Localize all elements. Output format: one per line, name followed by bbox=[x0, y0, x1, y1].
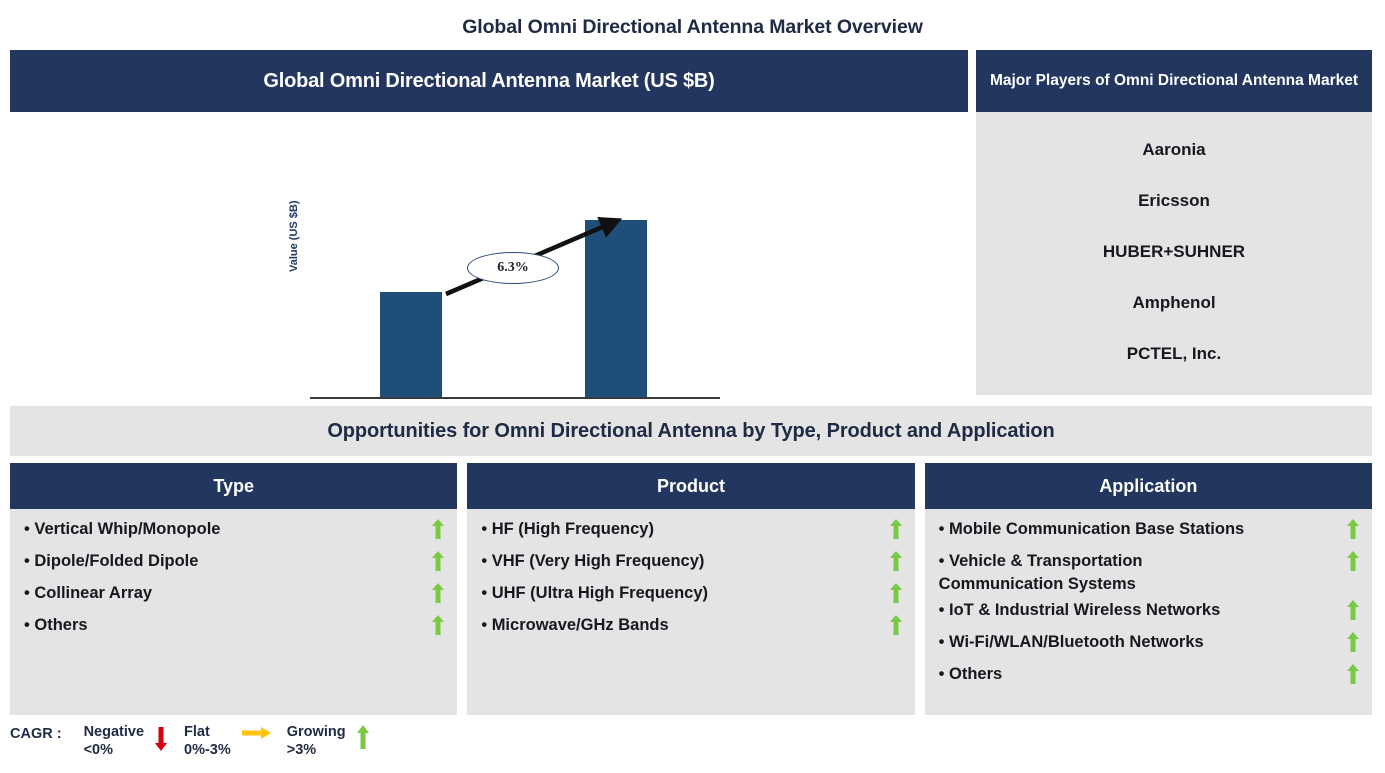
list-item: HUBER+SUHNER bbox=[1102, 241, 1246, 261]
list-item: • UHF (Ultra High Frequency) bbox=[481, 579, 904, 611]
arrow-up-icon bbox=[1346, 551, 1359, 571]
bar-2025 bbox=[380, 292, 442, 397]
arrow-up-icon bbox=[889, 519, 902, 539]
arrow-up-icon bbox=[432, 615, 445, 635]
list-item-label: • Others bbox=[24, 616, 88, 634]
legend-entry-name: Flat bbox=[184, 724, 210, 740]
arrow-up-icon bbox=[432, 583, 445, 603]
list-item-label: • IoT & Industrial Wireless Networks bbox=[938, 601, 1221, 619]
opportunities-columns: Type • Vertical Whip/Monopole • Dipole/F… bbox=[10, 463, 1372, 715]
chart-plot-area: Value (US $B) 6.3% 2025 2031 Source : Lu… bbox=[10, 112, 968, 454]
arrow-right-icon bbox=[241, 727, 271, 739]
legend-entry-name: Negative bbox=[83, 724, 145, 740]
arrow-up-icon bbox=[889, 583, 902, 603]
cagr-value: 6.3% bbox=[497, 260, 529, 275]
major-players-list: Aaronia Ericsson HUBER+SUHNER Amphenol P… bbox=[976, 112, 1372, 395]
column-body: • Mobile Communication Base Stations • V… bbox=[924, 509, 1372, 715]
legend-entry-range: <0% bbox=[83, 742, 113, 758]
column-body: • HF (High Frequency) • VHF (Very High F… bbox=[467, 509, 915, 715]
list-item: • Others bbox=[939, 660, 1362, 692]
list-item: • Mobile Communication Base Stations bbox=[939, 515, 1362, 547]
market-chart-panel: Global Omni Directional Antenna Market (… bbox=[10, 50, 968, 454]
list-item-label: • Vehicle & Transportation Communication… bbox=[938, 552, 1143, 593]
list-item-label: • Collinear Array bbox=[24, 584, 153, 602]
arrow-up-icon bbox=[1346, 519, 1359, 539]
opportunities-column-type: Type • Vertical Whip/Monopole • Dipole/F… bbox=[10, 463, 458, 715]
arrow-up-icon bbox=[432, 551, 445, 571]
bar-2031 bbox=[585, 220, 647, 397]
cagr-legend-title: CAGR : bbox=[10, 726, 62, 742]
list-item: PCTEL, Inc. bbox=[1126, 343, 1222, 363]
list-item-label: • Mobile Communication Base Stations bbox=[938, 520, 1245, 538]
list-item-label: • HF (High Frequency) bbox=[481, 520, 654, 538]
list-item: • Collinear Array bbox=[24, 579, 447, 611]
list-item: • IoT & Industrial Wireless Networks bbox=[939, 596, 1362, 628]
column-header: Type bbox=[10, 463, 458, 509]
list-item-label: • Wi-Fi/WLAN/Bluetooth Networks bbox=[938, 633, 1204, 651]
legend-entry-range: 0%-3% bbox=[184, 742, 231, 758]
list-item-label: • Dipole/Folded Dipole bbox=[24, 552, 199, 570]
list-item: • Wi-Fi/WLAN/Bluetooth Networks bbox=[939, 628, 1362, 660]
column-body: • Vertical Whip/Monopole • Dipole/Folded… bbox=[10, 509, 458, 715]
list-item: • Others bbox=[24, 611, 447, 643]
opportunities-column-product: Product • HF (High Frequency) • VHF (Ver… bbox=[467, 463, 915, 715]
arrow-up-icon bbox=[1346, 664, 1359, 684]
legend-entry-text: Negative <0% bbox=[84, 723, 144, 759]
list-item: • Vehicle & Transportation Communication… bbox=[939, 547, 1362, 596]
arrow-down-icon bbox=[155, 727, 168, 751]
legend-entry-text: Flat 0%-3% bbox=[184, 723, 231, 759]
cagr-legend-entry-negative: Negative <0% bbox=[84, 723, 178, 759]
list-item: • Microwave/GHz Bands bbox=[481, 611, 904, 643]
list-item: Ericsson bbox=[1138, 190, 1210, 210]
list-item: • VHF (Very High Frequency) bbox=[481, 547, 904, 579]
list-item: • Vertical Whip/Monopole bbox=[24, 515, 447, 547]
cagr-legend-entry-growing: Growing >3% bbox=[287, 723, 380, 759]
cagr-legend: CAGR : Negative <0% Flat 0%-3% Growing >3% bbox=[10, 723, 386, 759]
arrow-up-icon bbox=[1346, 632, 1359, 652]
list-item: • Dipole/Folded Dipole bbox=[24, 547, 447, 579]
list-item-label: • VHF (Very High Frequency) bbox=[481, 552, 705, 570]
major-players-header: Major Players of Omni Directional Antenn… bbox=[976, 50, 1372, 112]
arrow-up-icon bbox=[889, 615, 902, 635]
list-item-label: • UHF (Ultra High Frequency) bbox=[481, 584, 709, 602]
arrow-up-icon bbox=[1346, 600, 1359, 620]
cagr-callout: 6.3% bbox=[467, 252, 559, 284]
opportunities-column-application: Application • Mobile Communication Base … bbox=[924, 463, 1372, 715]
chart-x-axis-line bbox=[310, 397, 720, 399]
opportunities-banner: Opportunities for Omni Directional Anten… bbox=[10, 406, 1372, 456]
list-item-label: • Others bbox=[938, 665, 1003, 683]
page-title: Global Omni Directional Antenna Market O… bbox=[462, 16, 923, 38]
list-item-label: • Vertical Whip/Monopole bbox=[24, 520, 221, 538]
legend-entry-range: >3% bbox=[286, 742, 317, 758]
column-header: Application bbox=[924, 463, 1372, 509]
arrow-up-icon bbox=[432, 519, 445, 539]
major-players-panel: Major Players of Omni Directional Antenn… bbox=[976, 50, 1372, 395]
cagr-legend-entry-flat: Flat 0%-3% bbox=[184, 723, 281, 759]
arrow-up-icon bbox=[889, 551, 902, 571]
legend-entry-text: Growing >3% bbox=[287, 723, 346, 759]
chart-panel-header: Global Omni Directional Antenna Market (… bbox=[10, 50, 968, 112]
list-item: Amphenol bbox=[1132, 292, 1216, 312]
list-item: Aaronia bbox=[1142, 139, 1206, 159]
list-item: • HF (High Frequency) bbox=[481, 515, 904, 547]
column-header: Product bbox=[467, 463, 915, 509]
arrow-up-icon bbox=[356, 725, 369, 749]
list-item-label: • Microwave/GHz Bands bbox=[481, 616, 669, 634]
legend-entry-name: Growing bbox=[286, 724, 346, 740]
